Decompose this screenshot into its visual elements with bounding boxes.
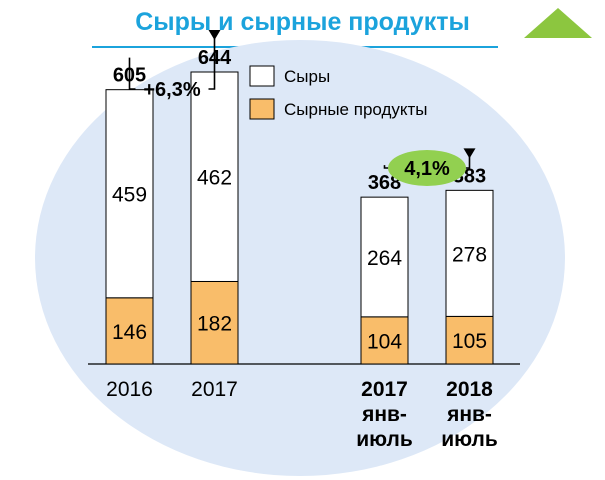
- bar-segment-cheese-products: [445, 315, 494, 365]
- data-label-cheese-products: 104: [367, 330, 402, 353]
- growth-arrowhead: [208, 30, 221, 40]
- growth-bracket-right: [208, 32, 216, 90]
- legend-swatch: [249, 98, 275, 120]
- data-label-cheese-products: 146: [112, 321, 147, 344]
- bar-segment-cheese: [105, 89, 154, 299]
- legend-swatch: [249, 65, 275, 87]
- growth-label: 4,1%: [404, 158, 450, 180]
- data-label-cheese-products: 182: [197, 313, 232, 336]
- data-label-cheese: 459: [112, 184, 147, 207]
- page-title: Сыры и сырные продукты: [135, 8, 470, 36]
- bar-segment-cheese-products: [105, 297, 154, 365]
- data-label-cheese: 278: [452, 243, 487, 266]
- category-label: 2017: [361, 378, 408, 401]
- category-label: июль: [441, 428, 498, 451]
- bar-segment-cheese: [190, 71, 239, 282]
- bar-segment-cheese: [445, 189, 494, 317]
- category-label: 2017: [191, 378, 238, 401]
- bar-segment-cheese-products: [190, 280, 239, 365]
- growth-badge: [388, 150, 466, 186]
- category-label: 2016: [106, 378, 153, 401]
- growth-arrowhead: [463, 148, 476, 159]
- category-label: янв-: [361, 403, 407, 426]
- data-label-cheese: 462: [197, 167, 232, 190]
- data-label-cheese-products: 105: [452, 330, 487, 353]
- category-label: 2018: [446, 378, 493, 401]
- growth-bracket-left: [128, 57, 136, 90]
- bar-segment-cheese: [360, 196, 409, 318]
- data-label-cheese: 264: [367, 247, 402, 270]
- category-label: янв-: [446, 403, 492, 426]
- legend-label: Сыры: [284, 67, 330, 86]
- total-label: 368: [368, 172, 401, 194]
- legend-label: Сырные продукты: [284, 100, 428, 119]
- bar-segment-cheese-products: [360, 316, 409, 365]
- growth-label: +6,3%: [143, 79, 200, 101]
- background-ellipse: [35, 40, 565, 476]
- category-label: июль: [356, 428, 413, 451]
- corner-triangle-icon: [524, 8, 592, 38]
